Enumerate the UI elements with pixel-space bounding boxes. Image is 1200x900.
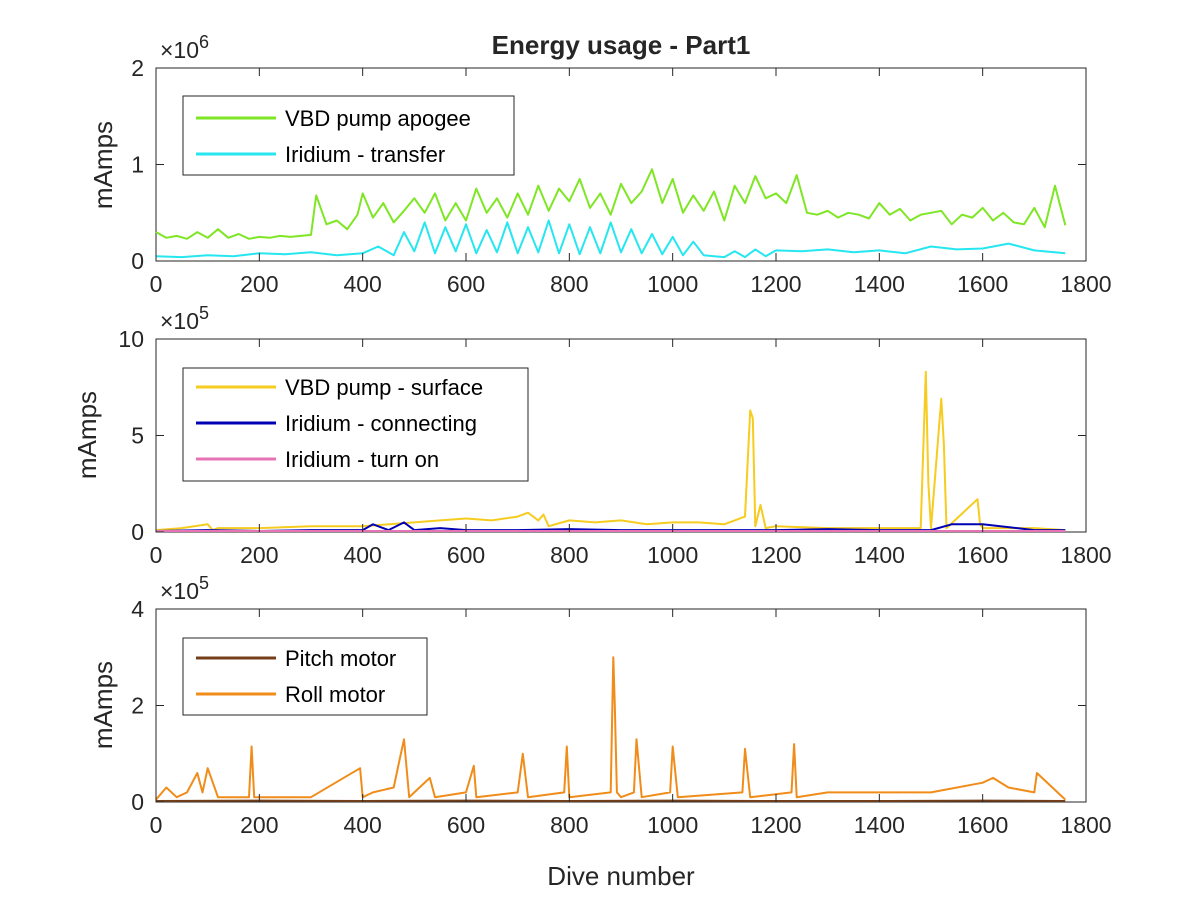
series-line-roll-motor bbox=[155, 656, 1066, 801]
legend-label-pitch-motor: Pitch motor bbox=[285, 646, 396, 671]
x-tick-label: 200 bbox=[240, 812, 278, 838]
x-tick-label: 1200 bbox=[750, 271, 801, 297]
x-tick-label: 1400 bbox=[854, 271, 905, 297]
axes-1-exponent: ×106 bbox=[160, 32, 209, 63]
series-line-vbd-pump-apogee bbox=[155, 168, 1067, 240]
axes-1: 0 200 400 600 800 1000 1200 1400 1600 1800 0 1 2 mAm… bbox=[88, 32, 1112, 297]
legend-label-vbd-pump-surface: VBD pump - surface bbox=[285, 375, 483, 400]
axes-1-plot bbox=[155, 168, 1067, 259]
x-tick-label: 1000 bbox=[647, 542, 698, 568]
axes-2-exponent: ×105 bbox=[160, 303, 209, 334]
x-tick-label: 0 bbox=[150, 812, 163, 838]
axes-3-legend: Pitch motor Roll motor bbox=[182, 637, 428, 716]
x-tick-label: 1200 bbox=[750, 542, 801, 568]
x-tick-label: 1200 bbox=[750, 812, 801, 838]
y-tick-label: 10 bbox=[118, 326, 144, 352]
x-tick-label: 200 bbox=[240, 542, 278, 568]
y-tick-label: 0 bbox=[131, 519, 144, 545]
axes-3: 0 200 400 600 800 1000 1200 1400 1600 1800 0 2 4 mAm… bbox=[88, 573, 1112, 838]
x-tick-label: 1800 bbox=[1060, 812, 1111, 838]
y-tick-label: 0 bbox=[131, 789, 144, 815]
y-tick-label: 0 bbox=[131, 248, 144, 274]
axes-2-ticks: 0 200 400 600 800 1000 1200 1400 1600 1800 0 5 10 bbox=[118, 326, 1111, 568]
y-tick-label: 2 bbox=[131, 693, 144, 719]
x-tick-label: 0 bbox=[150, 271, 163, 297]
x-tick-label: 1400 bbox=[854, 542, 905, 568]
x-tick-label: 1000 bbox=[647, 812, 698, 838]
x-tick-label: 1400 bbox=[854, 812, 905, 838]
series-line-iridium-transfer bbox=[155, 219, 1066, 259]
x-tick-label: 1600 bbox=[957, 812, 1008, 838]
axes-3-ticks: 0 200 400 600 800 1000 1200 1400 1600 1800 0 2 4 bbox=[131, 596, 1111, 838]
x-tick-label: 1800 bbox=[1060, 542, 1111, 568]
legend-label-vbd-pump-apogee: VBD pump apogee bbox=[285, 106, 471, 131]
axes-3-plot bbox=[155, 656, 1066, 802]
x-tick-label: 1000 bbox=[647, 271, 698, 297]
x-tick-label: 1600 bbox=[957, 542, 1008, 568]
x-tick-label: 400 bbox=[343, 542, 381, 568]
axes-1-legend: VBD pump apogee Iridium - transfer bbox=[182, 95, 515, 176]
axes-3-exponent: ×105 bbox=[160, 573, 209, 604]
series-line-vbd-pump-surface bbox=[155, 370, 1066, 532]
y-tick-label: 4 bbox=[131, 596, 144, 622]
axes-2-ylabel: mAmps bbox=[72, 391, 102, 479]
axes-3-legend-box bbox=[182, 637, 428, 716]
chart-title: Energy usage - Part1 bbox=[492, 30, 751, 60]
x-tick-label: 400 bbox=[343, 271, 381, 297]
x-tick-label: 600 bbox=[447, 271, 485, 297]
x-tick-label: 600 bbox=[447, 542, 485, 568]
axes-2: 0 200 400 600 800 1000 1200 1400 1600 1800 0 5 10 mA… bbox=[72, 303, 1112, 568]
x-tick-label: 800 bbox=[550, 542, 588, 568]
axes-2-plot bbox=[155, 370, 1066, 532]
x-tick-label: 1800 bbox=[1060, 271, 1111, 297]
legend-label-iridium-transfer: Iridium - transfer bbox=[285, 142, 445, 167]
x-axis-label: Dive number bbox=[547, 861, 695, 891]
axes-1-legend-box bbox=[182, 95, 515, 176]
x-tick-label: 1600 bbox=[957, 271, 1008, 297]
legend-label-iridium-turn-on: Iridium - turn on bbox=[285, 447, 439, 472]
x-tick-label: 200 bbox=[240, 271, 278, 297]
axes-1-ylabel: mAmps bbox=[88, 121, 118, 209]
x-tick-label: 800 bbox=[550, 812, 588, 838]
y-tick-label: 5 bbox=[131, 423, 144, 449]
axes-1-ticks: 0 200 400 600 800 1000 1200 1400 1600 1800 0 1 2 bbox=[131, 55, 1111, 297]
y-tick-label: 1 bbox=[131, 152, 144, 178]
legend-label-roll-motor: Roll motor bbox=[285, 682, 385, 707]
x-tick-label: 400 bbox=[343, 812, 381, 838]
x-tick-label: 0 bbox=[150, 542, 163, 568]
x-tick-label: 600 bbox=[447, 812, 485, 838]
y-tick-label: 2 bbox=[131, 55, 144, 81]
axes-3-ylabel: mAmps bbox=[88, 661, 118, 749]
axes-2-legend: VBD pump - surface Iridium - connecting … bbox=[182, 367, 529, 482]
x-tick-label: 800 bbox=[550, 271, 588, 297]
legend-label-iridium-connecting: Iridium - connecting bbox=[285, 411, 477, 436]
